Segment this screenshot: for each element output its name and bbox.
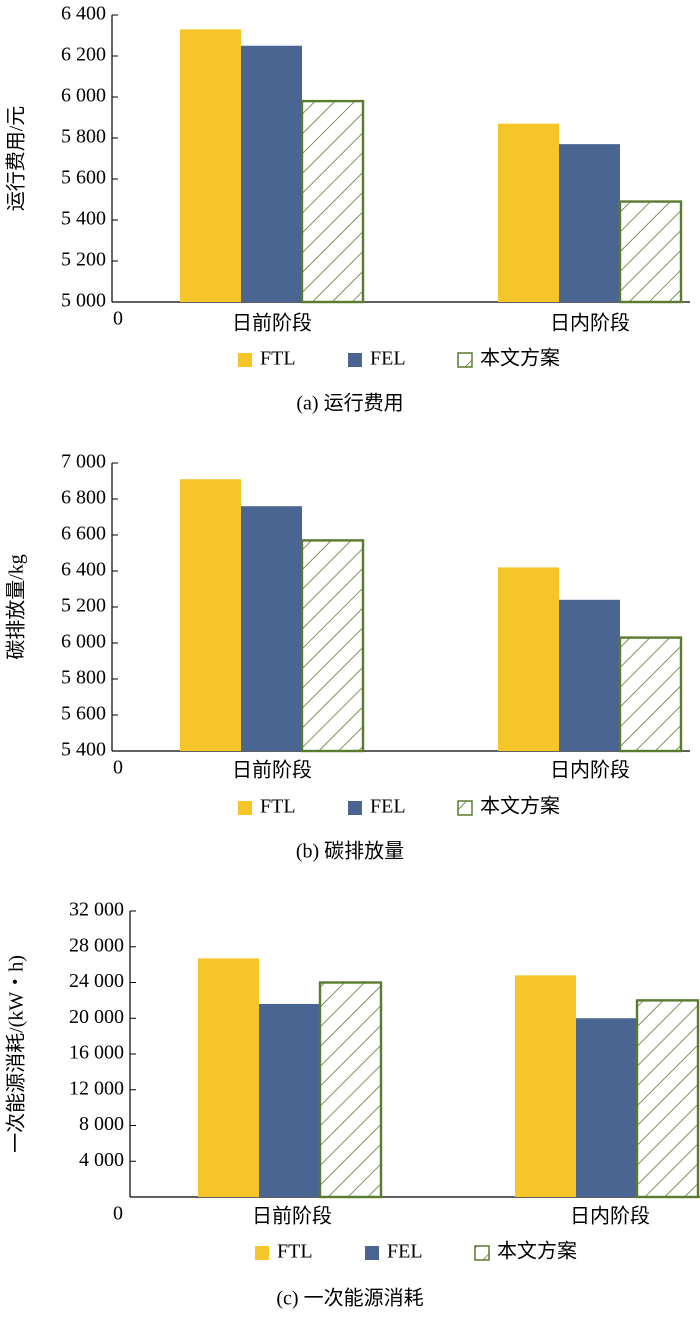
y-tick-label: 4 000 — [79, 1149, 124, 1171]
bar — [180, 479, 241, 751]
legend-label: FTL — [260, 348, 296, 370]
origin-label: 0 — [113, 308, 123, 330]
bar — [241, 45, 302, 302]
y-tick-label: 6 800 — [61, 487, 106, 509]
y-axis-label: 碳排放量/kg — [5, 554, 28, 660]
y-tick-label: 6 000 — [61, 631, 106, 653]
legend-swatch — [457, 352, 473, 368]
legend-label: FEL — [387, 1241, 423, 1263]
bar — [618, 200, 683, 304]
x-tick-label: 日内阶段 — [550, 312, 630, 335]
legend-swatch — [474, 1245, 490, 1261]
caption: (a) 运行费用 — [296, 392, 403, 415]
origin-label: 0 — [113, 757, 123, 779]
legend-label: FEL — [370, 796, 406, 818]
y-tick-label: 20 000 — [69, 1006, 124, 1028]
y-tick-label: 24 000 — [69, 970, 124, 992]
y-tick-label: 6 000 — [61, 85, 106, 107]
legend-swatch — [238, 353, 252, 367]
caption: (c) 一次能源消耗 — [276, 1287, 423, 1310]
legend-label: FTL — [277, 1241, 313, 1263]
y-tick-label: 16 000 — [69, 1042, 124, 1064]
bar — [498, 123, 559, 303]
legend-label: 本文方案 — [480, 347, 560, 370]
x-tick-label: 日前阶段 — [232, 759, 312, 782]
y-axis-label: 一次能源消耗/(kW・h) — [5, 955, 28, 1153]
legend-swatch — [255, 1246, 269, 1260]
y-axis-label: 运行费用/元 — [5, 106, 28, 212]
legend-swatch — [238, 801, 252, 815]
x-tick-label: 日内阶段 — [550, 759, 630, 782]
bar — [180, 29, 241, 302]
legend-label: 本文方案 — [480, 795, 560, 818]
y-tick-label: 5 600 — [61, 167, 106, 189]
y-tick-label: 5 200 — [61, 595, 106, 617]
bar — [259, 1003, 320, 1197]
bar — [300, 99, 365, 304]
y-tick-label: 32 000 — [69, 899, 124, 921]
origin-label: 0 — [113, 1203, 123, 1225]
bar — [498, 567, 559, 751]
y-tick-label: 6 200 — [61, 44, 106, 66]
bar — [198, 958, 259, 1197]
y-tick-label: 5 400 — [61, 739, 106, 761]
y-tick-label: 6 600 — [61, 523, 106, 545]
bar — [318, 981, 383, 1199]
x-tick-label: 日前阶段 — [232, 312, 312, 335]
y-tick-label: 5 600 — [61, 703, 106, 725]
legend-label: FTL — [260, 796, 296, 818]
legend-label: 本文方案 — [497, 1240, 577, 1263]
y-tick-label: 5 000 — [61, 290, 106, 312]
legend-label: FEL — [370, 348, 406, 370]
y-tick-label: 5 800 — [61, 126, 106, 148]
bar — [576, 1018, 637, 1197]
bar — [559, 144, 620, 302]
y-tick-label: 12 000 — [69, 1077, 124, 1099]
legend-swatch — [348, 353, 362, 367]
bar — [241, 506, 302, 751]
y-tick-label: 6 400 — [61, 559, 106, 581]
y-tick-label: 8 000 — [79, 1113, 124, 1135]
y-tick-label: 5 200 — [61, 249, 106, 271]
x-tick-label: 日内阶段 — [570, 1205, 650, 1228]
bar — [618, 636, 683, 753]
y-tick-label: 5 400 — [61, 208, 106, 230]
legend-swatch — [365, 1246, 379, 1260]
bar — [515, 975, 576, 1197]
x-tick-label: 日前阶段 — [252, 1205, 332, 1228]
y-tick-label: 28 000 — [69, 934, 124, 956]
bar — [635, 999, 700, 1199]
caption: (b) 碳排放量 — [296, 840, 404, 863]
bar — [300, 539, 365, 753]
y-tick-label: 6 400 — [61, 3, 106, 25]
y-tick-label: 5 800 — [61, 667, 106, 689]
bar — [559, 599, 620, 751]
y-tick-label: 7 000 — [61, 451, 106, 473]
legend-swatch — [348, 801, 362, 815]
legend-swatch — [457, 800, 473, 816]
